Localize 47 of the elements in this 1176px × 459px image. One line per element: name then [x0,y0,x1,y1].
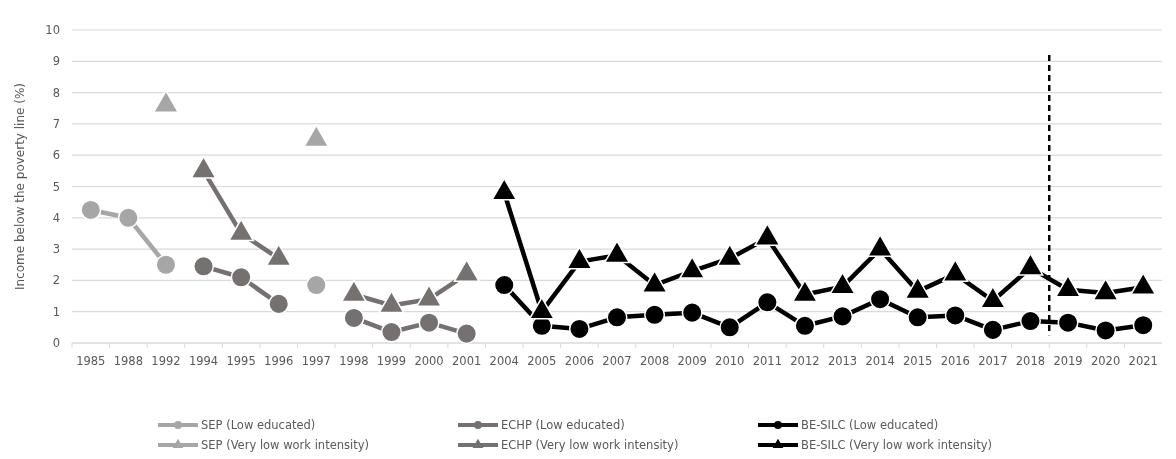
x-tick-label: 2004 [489,354,519,368]
x-tick-label: 2017 [978,354,1008,368]
x-tick-label: 2010 [715,354,745,368]
x-tick-label: 2013 [827,354,858,368]
x-tick-label: 1996 [264,354,294,368]
x-tick-label: 1997 [301,354,331,368]
x-tick-label: 2005 [527,354,557,368]
x-tick-label: 2011 [752,354,782,368]
x-tick-label: 1988 [113,354,144,368]
x-tick-label: 2009 [677,354,707,368]
x-tick-label: 2001 [452,354,482,368]
y-tick-label: 5 [52,179,60,194]
x-tick-label: 1995 [226,354,256,368]
x-tick-label: 1994 [188,354,219,368]
x-tick-label: 2008 [639,354,670,368]
x-tick-label: 2006 [564,354,595,368]
y-tick-label: 7 [52,116,60,131]
y-tick-label: 1 [52,304,60,319]
x-tick-label: 2020 [1090,354,1121,368]
x-tick-label: 1998 [339,354,369,368]
y-tick-label: 3 [52,242,60,257]
legend-label: ECHP (Low educated) [501,418,625,432]
x-tick-label: 2018 [1015,354,1046,368]
x-tick-label: 2007 [602,354,632,368]
x-tick-label: 2019 [1053,354,1083,368]
x-tick-label: 2021 [1128,354,1158,368]
legend-label: SEP (Low educated) [201,418,316,432]
x-tick-label: 2012 [790,354,820,368]
legend-label: SEP (Very low work intensity) [201,438,370,452]
x-tick-label: 1992 [151,354,181,368]
y-tick-label: 9 [52,54,60,69]
x-tick-label: 2000 [414,354,444,368]
x-tick-label: 2016 [940,354,970,368]
x-tick-label: 2014 [865,354,895,368]
x-tick-label: 2015 [903,354,933,368]
y-tick-label: 2 [52,273,60,288]
legend-label: BE-SILC (Low educated) [801,418,939,432]
y-tick-label: 10 [45,23,60,37]
legend-label: ECHP (Very low work intensity) [501,438,679,452]
x-tick-label: 1999 [376,354,407,368]
y-tick-label: 6 [52,148,60,163]
x-tick-label: 1985 [76,354,106,368]
y-tick-label: 8 [52,85,60,100]
y-axis-title: Income below the poverty line (%) [13,82,27,291]
y-tick-label: 4 [52,210,60,225]
legend-label: BE-SILC (Very low work intensity) [801,438,992,452]
y-tick-label: 0 [52,336,60,350]
